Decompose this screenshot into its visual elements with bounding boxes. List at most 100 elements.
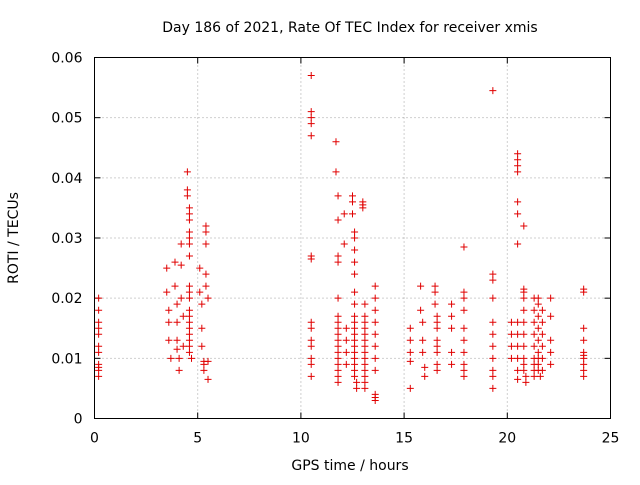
data-point [514, 375, 522, 383]
data-point [334, 192, 342, 200]
data-point [507, 342, 515, 350]
data-point [520, 288, 528, 296]
data-point [507, 354, 515, 362]
data-point [307, 372, 315, 380]
y-tick-label: 0.04 [51, 171, 82, 187]
data-point [334, 348, 342, 356]
data-point [520, 360, 528, 368]
data-point [547, 312, 555, 320]
data-point [514, 318, 522, 326]
data-point [334, 312, 342, 320]
data-point [433, 336, 441, 344]
data-point [351, 366, 359, 374]
data-point [433, 348, 441, 356]
data-point [183, 186, 191, 194]
data-point [202, 282, 210, 290]
data-point [534, 360, 542, 368]
data-point [538, 366, 546, 374]
data-point [185, 234, 193, 242]
y-tick-labels: 0 0.01 0.02 0.03 0.04 0.05 0.06 [51, 51, 82, 428]
data-point [185, 204, 193, 212]
data-point [406, 348, 414, 356]
data-point [334, 354, 342, 362]
data-point [538, 306, 546, 314]
data-point [202, 240, 210, 248]
data-point [433, 312, 441, 320]
data-point [351, 330, 359, 338]
x-tick-label: 0 [90, 431, 99, 447]
data-point [351, 348, 359, 356]
data-point [95, 318, 103, 326]
data-point [349, 198, 356, 206]
data-point [431, 300, 439, 308]
data-point [185, 342, 193, 350]
data-point [351, 318, 359, 326]
data-point [514, 354, 522, 362]
y-tick-label: 0.03 [51, 231, 82, 247]
data-point [359, 204, 367, 212]
data-point [334, 378, 342, 386]
data-point [307, 318, 315, 326]
data-point [334, 324, 342, 332]
data-point [361, 300, 369, 308]
data-point [522, 372, 530, 380]
data-point [185, 330, 193, 338]
data-point [185, 210, 193, 218]
data-point [489, 87, 497, 95]
data-point [371, 342, 379, 350]
data-point [406, 384, 414, 392]
data-point [361, 342, 369, 350]
data-point [307, 342, 315, 350]
data-point [419, 318, 427, 326]
data-point [460, 360, 468, 368]
data-point [351, 228, 359, 236]
data-point [460, 366, 468, 374]
x-tick-label: 20 [498, 431, 516, 447]
data-point [489, 342, 497, 350]
data-point [307, 324, 315, 332]
data-point [580, 336, 588, 344]
data-point [507, 330, 515, 338]
data-point [342, 324, 350, 332]
data-point [460, 306, 468, 314]
data-point [307, 360, 315, 368]
data-point [433, 366, 441, 374]
data-point [171, 258, 179, 266]
data-point [185, 288, 193, 296]
data-point [342, 336, 350, 344]
data-point [530, 330, 538, 338]
data-point [351, 354, 359, 362]
data-point [361, 384, 369, 392]
data-point [538, 354, 546, 362]
data-point [547, 348, 555, 356]
data-point [489, 366, 497, 374]
data-point [163, 288, 171, 296]
data-point [95, 330, 103, 338]
data-point [185, 282, 193, 290]
data-point [173, 300, 181, 308]
data-point [165, 318, 173, 326]
y-tick-label: 0.05 [51, 111, 82, 127]
data-point [460, 243, 468, 251]
data-point [307, 336, 315, 344]
plot-frame [94, 57, 611, 419]
data-point [185, 318, 193, 326]
data-point [351, 270, 359, 278]
data-point [530, 318, 538, 326]
data-point [580, 372, 588, 380]
data-point [534, 294, 542, 302]
data-point [371, 318, 379, 326]
data-point [361, 378, 369, 386]
data-point [520, 366, 528, 374]
data-point [433, 324, 441, 332]
data-point [489, 330, 497, 338]
data-point [514, 342, 522, 350]
data-point [334, 366, 342, 374]
data-point [351, 336, 359, 344]
data-point [332, 168, 340, 176]
data-point [417, 306, 425, 314]
data-point [185, 216, 193, 224]
data-point [351, 234, 359, 242]
data-point [307, 72, 315, 80]
x-tick-label: 5 [193, 431, 202, 447]
